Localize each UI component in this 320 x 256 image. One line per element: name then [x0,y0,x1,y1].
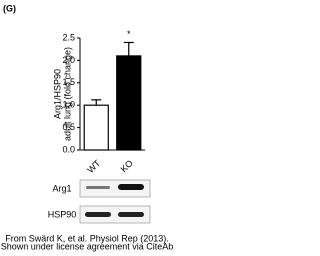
blot-band [85,212,111,217]
blot-band [86,186,110,189]
bar [116,55,142,151]
annotation: * [127,29,131,39]
blot-band [118,212,144,217]
y-tick-label: 2.5 [62,32,75,42]
source-note: Shown under license agreement via CiteAb [1,241,174,251]
panel-label: (G) [3,3,16,13]
y-tick-label: 1.0 [62,100,75,110]
x-tick-label: WT [85,158,102,175]
y-axis-label: adult lung (fold change) [62,47,72,141]
y-tick-label: 0.0 [62,144,75,154]
y-tick-label: 0.5 [62,122,75,132]
source-note: From Swärd K, et al. Physiol Rep (2013). [5,233,169,243]
bar [83,104,109,151]
blot [79,179,151,224]
blot-label: HSP90 [48,209,77,219]
blot-band [118,184,144,190]
y-tick-label: 2.0 [62,55,75,65]
blot-frame [79,205,151,224]
y-tick-label: 1.5 [62,77,75,87]
y-axis-label: Arg1/HSP90 [52,69,62,119]
x-tick-label: KO [119,158,135,174]
blot-label: Arg1 [52,183,71,193]
chart: (G) 0.0 0.5 1.0 1.5 2.0 2.5 Arg1/HSP90 adult lu… [1,3,174,251]
